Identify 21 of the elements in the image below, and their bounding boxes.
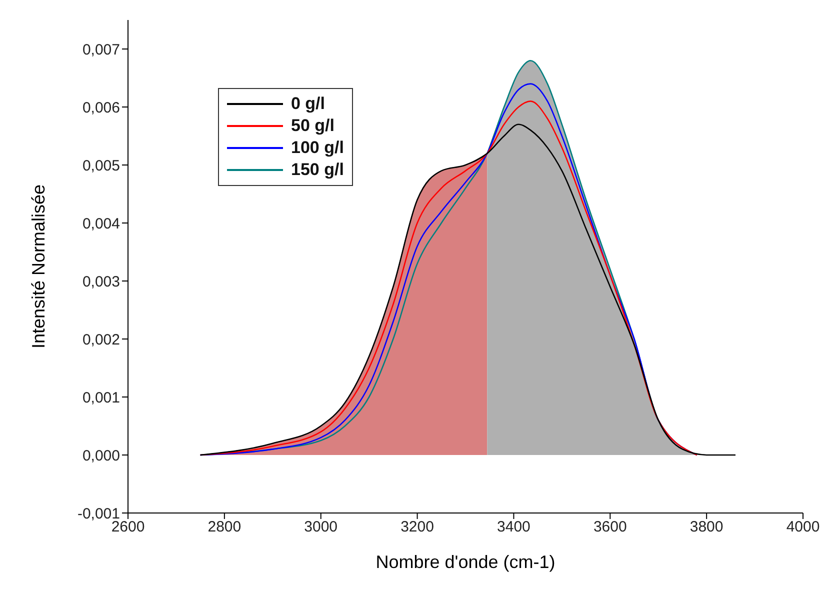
x-tick-label: 3000 xyxy=(304,518,338,536)
y-tick-label: 0,006 xyxy=(82,99,120,116)
x-axis-title: Nombre d'onde (cm-1) xyxy=(376,552,556,572)
x-tick-label: 3800 xyxy=(690,518,724,536)
y-tick-label: 0,003 xyxy=(82,273,120,290)
legend-label: 100 g/l xyxy=(291,138,344,158)
y-tick-label: 0,002 xyxy=(82,331,120,348)
y-axis-title: Intensité Normalisée xyxy=(28,184,48,349)
x-tick-label: 2800 xyxy=(208,518,242,536)
x-tick-label: 3600 xyxy=(593,518,627,536)
legend-label: 50 g/l xyxy=(291,116,334,136)
y-tick-label: 0,001 xyxy=(82,389,120,406)
legend-label: 150 g/l xyxy=(291,160,344,180)
x-tick-label: 4000 xyxy=(786,518,820,536)
legend-label: 0 g/l xyxy=(291,94,326,114)
y-tick-label: 0,007 xyxy=(82,41,120,58)
y-tick-label: 0,005 xyxy=(82,157,120,174)
y-tick-label: 0,004 xyxy=(82,215,120,232)
x-tick-label: 3200 xyxy=(400,518,434,536)
y-tick-label: 0,000 xyxy=(82,447,120,464)
x-tick-label: 3400 xyxy=(497,518,530,536)
